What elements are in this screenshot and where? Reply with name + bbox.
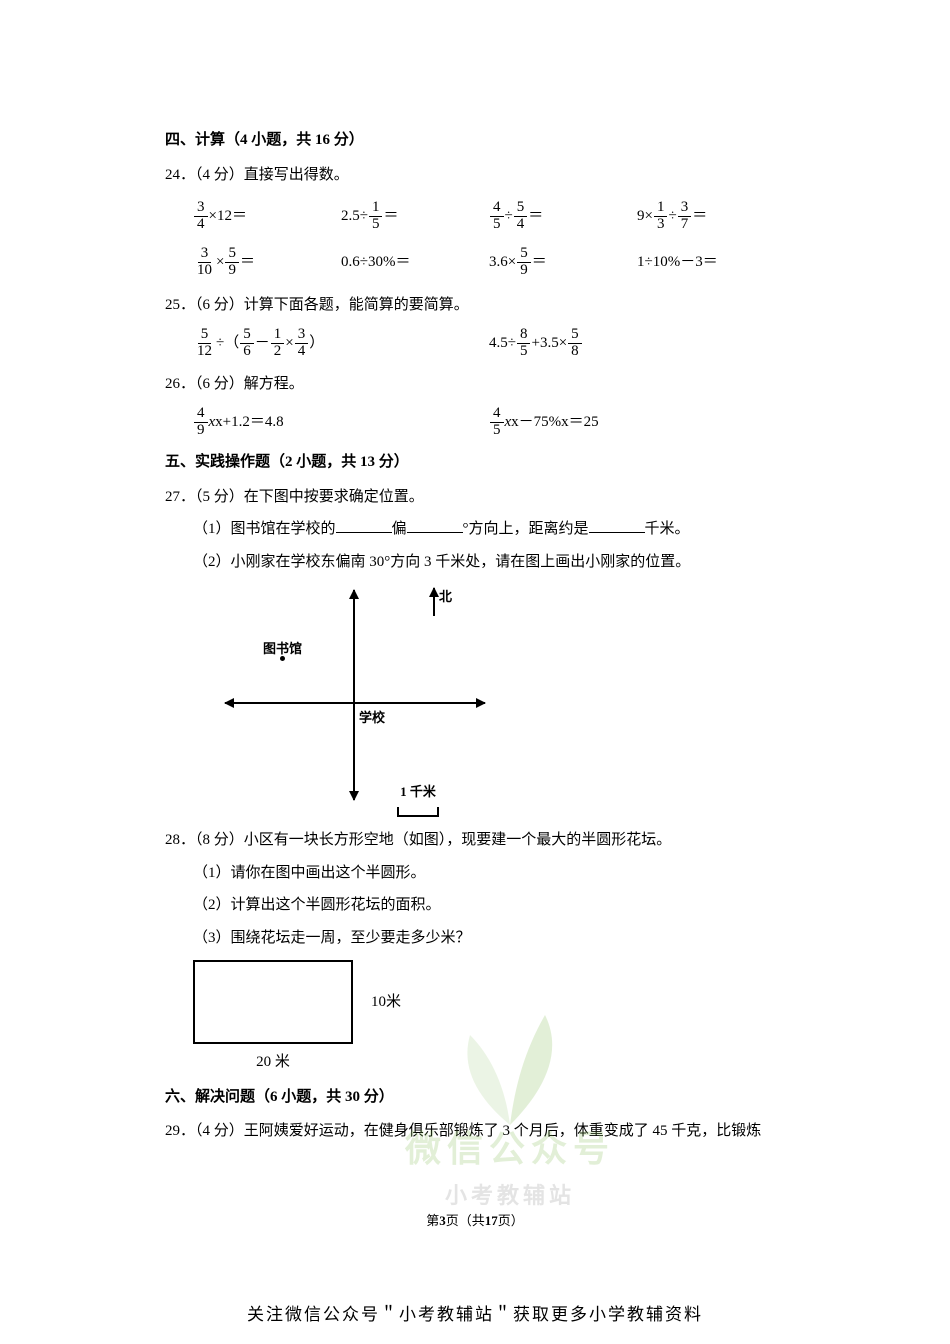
section6-title: 六、解决问题（6 小题，共 30 分） <box>165 1083 785 1112</box>
rect-width-label: 20 米 <box>193 1048 353 1077</box>
q24-c5: 310×59＝ <box>193 239 341 285</box>
axis-vertical <box>353 590 355 800</box>
q25-row: 512÷（56－12×34） 4.5÷85+3.5×58 <box>165 324 785 364</box>
scale-indicator: 1 千米 <box>397 780 439 817</box>
page-content: 四、计算（4 小题，共 16 分） 24．（4 分）直接写出得数。 34×12＝… <box>0 0 950 1146</box>
axis-horizontal <box>225 702 485 704</box>
q27-figure: 图书馆 学校 北 1 千米 <box>165 582 785 812</box>
q24-c8: 1÷10%－3＝ <box>637 239 785 285</box>
q29-stem: 29．（4 分）王阿姨爱好运动，在健身俱乐部锻炼了 3 个月后，体重变成了 45… <box>165 1117 785 1146</box>
blank <box>407 518 463 533</box>
rectangle <box>193 960 353 1044</box>
q28-figure: 10米 20 米 <box>165 960 785 1077</box>
section4-title: 四、计算（4 小题，共 16 分） <box>165 126 785 155</box>
q27-p1: （1）图书馆在学校的偏°方向上，距离约是千米。 <box>165 515 785 544</box>
q28-p2: （2）计算出这个半圆形花坛的面积。 <box>165 891 785 920</box>
section5-title: 五、实践操作题（2 小题，共 13 分） <box>165 448 785 477</box>
q24-c2: 2.5÷15＝ <box>341 193 489 239</box>
school-label: 学校 <box>359 706 385 731</box>
blank <box>336 518 392 533</box>
q26-row: 49xx+1.2＝4.8 45xx－75%x＝25 <box>165 402 785 442</box>
page-number: 第3页（共17页） <box>0 1210 950 1229</box>
q27-p2: （2）小刚家在学校东偏南 30°方向 3 千米处，请在图上画出小刚家的位置。 <box>165 548 785 577</box>
q26-stem: 26．（6 分）解方程。 <box>165 370 785 399</box>
q24-stem: 24．（4 分）直接写出得数。 <box>165 161 785 190</box>
north-indicator: 北 <box>433 588 435 616</box>
footer-text: 关注微信公众号＂小考教辅站＂获取更多小学教辅资料 <box>0 1300 950 1325</box>
q27-stem: 27．（5 分）在下图中按要求确定位置。 <box>165 483 785 512</box>
q26-right: 45xx－75%x＝25 <box>489 402 785 442</box>
q24-c3: 45÷54＝ <box>489 193 637 239</box>
q25-right: 4.5÷85+3.5×58 <box>489 324 785 364</box>
q24-c6: 0.6÷30%＝ <box>341 239 489 285</box>
watermark-line2: 小考教辅站 <box>300 1178 720 1210</box>
q24-grid: 34×12＝ 2.5÷15＝ 45÷54＝ 9×13÷37＝ 310×59＝ 0… <box>165 193 785 285</box>
q24-c7: 3.6×59＝ <box>489 239 637 285</box>
q25-stem: 25．（6 分）计算下面各题，能简算的要简算。 <box>165 291 785 320</box>
blank <box>589 518 645 533</box>
q28-stem: 28．（8 分）小区有一块长方形空地（如图），现要建一个最大的半圆形花坛。 <box>165 826 785 855</box>
q24-c1: 34×12＝ <box>193 193 341 239</box>
q28-p1: （1）请你在图中画出这个半圆形。 <box>165 859 785 888</box>
q25-left: 512÷（56－12×34） <box>193 324 489 364</box>
q28-p3: （3）围绕花坛走一周，至少要走多少米？ <box>165 924 785 953</box>
library-dot <box>280 656 285 661</box>
rect-height-label: 10米 <box>371 988 401 1017</box>
q26-left: 49xx+1.2＝4.8 <box>193 402 489 442</box>
q24-c4: 9×13÷37＝ <box>637 193 785 239</box>
